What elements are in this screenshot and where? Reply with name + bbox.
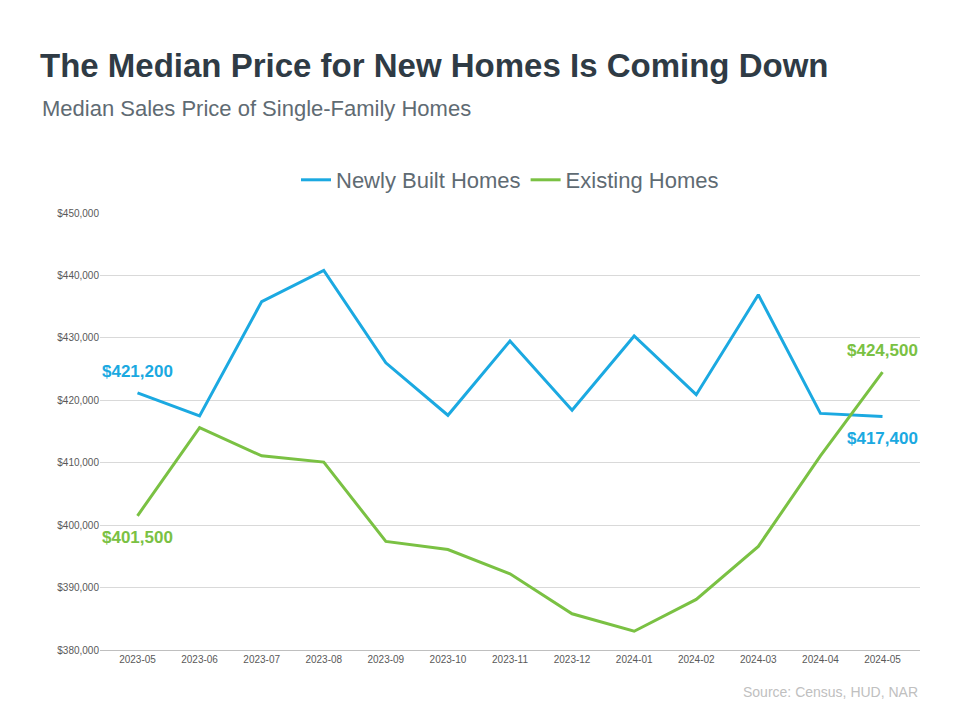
svg-text:2024-04: 2024-04 [802, 654, 839, 665]
svg-text:2024-01: 2024-01 [616, 654, 653, 665]
svg-text:2024-03: 2024-03 [740, 654, 777, 665]
svg-text:$450,000: $450,000 [57, 208, 99, 219]
svg-text:$430,000: $430,000 [57, 332, 99, 343]
svg-text:$421,200: $421,200 [102, 362, 173, 381]
svg-text:$401,500: $401,500 [102, 528, 173, 547]
svg-text:2023-05: 2023-05 [119, 654, 156, 665]
svg-text:$440,000: $440,000 [57, 270, 99, 281]
svg-text:$410,000: $410,000 [57, 457, 99, 468]
svg-text:The Median Price for New Homes: The Median Price for New Homes Is Coming… [40, 47, 828, 84]
svg-text:Median Sales Price of Single-F: Median Sales Price of Single-Family Home… [42, 96, 471, 121]
svg-text:2023-07: 2023-07 [243, 654, 280, 665]
svg-text:Newly Built Homes: Newly Built Homes [336, 168, 521, 193]
svg-text:$380,000: $380,000 [57, 645, 99, 656]
svg-text:Source: Census, HUD, NAR: Source: Census, HUD, NAR [743, 684, 918, 700]
svg-text:$390,000: $390,000 [57, 582, 99, 593]
svg-text:2023-12: 2023-12 [554, 654, 591, 665]
svg-text:$424,500: $424,500 [847, 341, 918, 360]
svg-text:2023-06: 2023-06 [181, 654, 218, 665]
svg-text:2024-05: 2024-05 [864, 654, 901, 665]
svg-text:$420,000: $420,000 [57, 395, 99, 406]
svg-text:2023-09: 2023-09 [367, 654, 404, 665]
svg-text:2023-08: 2023-08 [305, 654, 342, 665]
svg-text:2024-02: 2024-02 [678, 654, 715, 665]
svg-text:2023-11: 2023-11 [492, 654, 528, 665]
svg-text:$417,400: $417,400 [847, 429, 918, 448]
svg-text:$400,000: $400,000 [57, 520, 99, 531]
svg-text:2023-10: 2023-10 [430, 654, 467, 665]
svg-text:Existing Homes: Existing Homes [566, 168, 719, 193]
